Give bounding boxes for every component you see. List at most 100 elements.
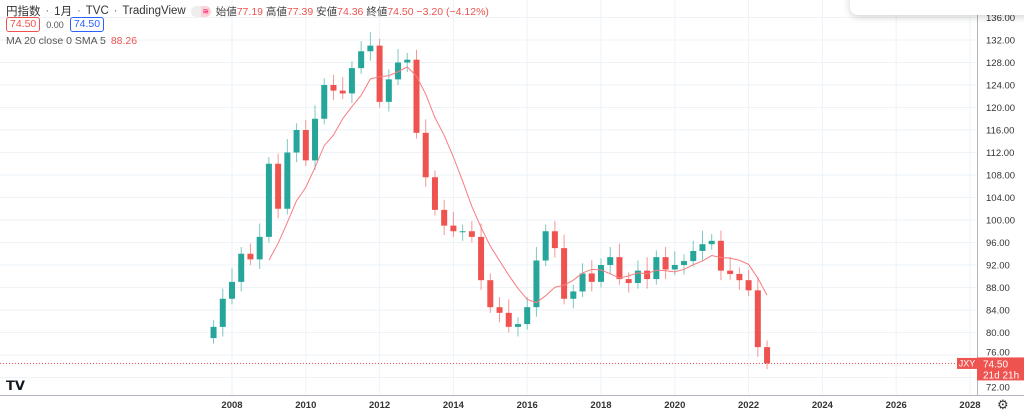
ma-line [268,66,768,304]
time-tick-label: 2014 [443,400,465,411]
candle-body [542,231,549,261]
candle-body [339,90,346,94]
candle-body [496,307,503,313]
candle-body [229,281,235,299]
candle [570,284,577,309]
time-tick-label: 2008 [221,400,242,411]
price-tick-label: 92.00 [986,261,1010,272]
candle [478,223,485,290]
candle [284,139,291,215]
time-tick-label: 2010 [295,400,316,411]
candle [302,119,309,166]
candle-body [561,248,568,299]
candle-body [459,231,466,233]
candle-body [247,253,254,260]
symbol-name[interactable]: 円指数 [6,6,41,18]
candle-body [413,59,420,133]
price-tick-label: 80.00 [986,328,1010,339]
candle [422,119,429,187]
candle-body [431,177,438,210]
interval[interactable]: 1月 [54,6,73,18]
indicator-legend[interactable]: MA 20 close 0 SMA 5 88.26 [6,35,137,47]
time-tick-label: 2028 [959,400,980,411]
candle-body [662,257,669,270]
candle-body [634,270,641,283]
candle-body [570,291,577,299]
candle-body [533,260,540,308]
candle [561,234,568,305]
badge-price: 74.50 [983,359,1008,370]
price-axis[interactable]: 72.00 76.00 80.00 84.00 88.00 92.00 96.00 100.0… [986,13,1015,393]
settings-gear-icon[interactable]: ⚙ [997,397,1009,412]
candle [551,221,558,258]
candle-body [256,236,263,260]
candle-body [754,290,761,348]
sell-button[interactable]: 74.50 [6,17,41,32]
price-tick-label: 76.00 [986,347,1010,358]
candle [717,230,724,281]
change: −3.20 (−4.12%) [416,5,489,18]
candle-body [690,250,697,262]
candle [505,299,512,333]
candle [450,212,457,237]
candle-body [348,68,355,94]
candle [275,153,282,219]
legend-toggle-icon[interactable]: ≋ [190,5,211,17]
price-tick-label: 128.00 [986,58,1015,69]
candle-body [514,324,521,327]
candle [524,297,531,330]
candle [431,170,438,216]
candle-body [478,236,485,281]
candle [210,320,217,344]
candle-body [653,257,660,280]
candle [229,268,235,305]
candle [754,276,761,357]
candle-body [681,261,688,265]
candle-body [625,279,632,283]
candle [339,77,346,100]
candles [210,32,771,370]
candle [247,243,254,265]
candle-body [505,312,512,327]
candle [441,199,448,236]
candle-body [671,265,678,270]
price-tick-label: 96.00 [986,238,1010,249]
candle [238,247,245,292]
buy-button[interactable]: 74.50 [69,17,105,32]
time-tick-label: 2018 [590,400,611,411]
candle-body [598,265,604,282]
candle-body [727,270,734,274]
candle [681,254,688,275]
bid-ask: 74.50 0.00 74.50 [6,17,105,32]
candle-body [238,253,245,282]
time-tick-label: 2024 [812,400,834,411]
candle-body [312,118,319,161]
time-tick-label: 2022 [738,400,759,411]
candle-body [376,45,383,102]
candle [634,260,641,289]
candle [644,257,651,289]
candle-body [579,273,586,292]
candle-body [358,51,365,69]
indicator-value: 88.26 [110,35,138,47]
candle [653,250,660,285]
candle-body [607,257,614,265]
badge-countdown: 21d 21h [983,370,1019,381]
candle [727,257,734,280]
candle-body [468,231,475,237]
price-tick-label: 132.00 [986,36,1015,47]
candle [312,105,319,170]
time-axis[interactable]: 2008 2010 2012 2014 2016 2018 2020 2022 2024 2026… [221,400,980,411]
candle-body [404,59,411,63]
tradingview-logo-icon[interactable]: 𝗧𝗩 [6,378,25,393]
candle [219,288,226,337]
ohlc-values: 始値77.19 高値77.39 安値74.36 終値74.50 −3.20 (−… [215,5,489,18]
time-tick-label: 2026 [886,400,907,411]
price-tick-label: 124.00 [986,81,1015,92]
price-tick-label: 120.00 [986,103,1015,114]
price-tick-label: 72.00 [986,382,1010,393]
candle [514,317,521,337]
candle-body [422,132,429,178]
candle-body [219,298,226,327]
